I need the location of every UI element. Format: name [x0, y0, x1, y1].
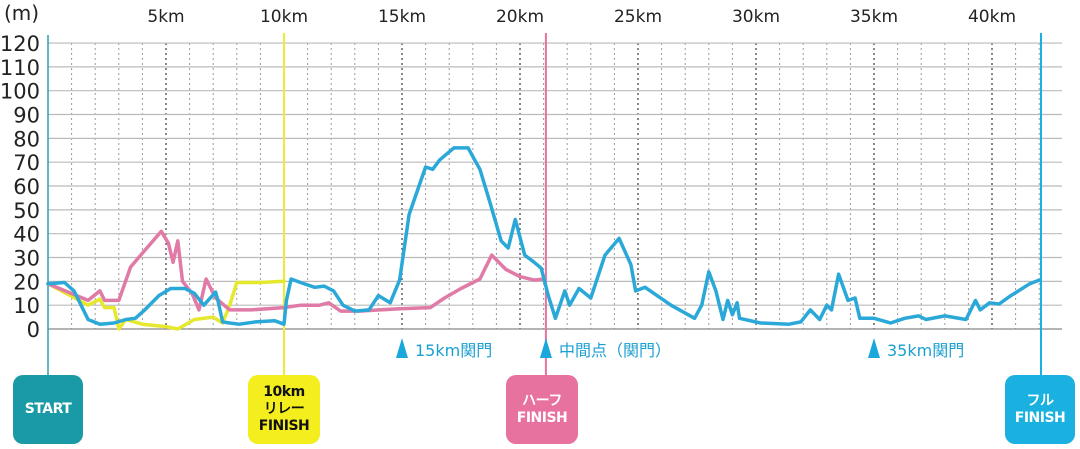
y-tick-label: 50	[13, 199, 40, 223]
marker-label: FINISH	[516, 409, 568, 426]
y-tick-label: 60	[13, 175, 40, 199]
x-tick-label: 10km	[260, 7, 308, 27]
x-tick-label: 35km	[850, 7, 898, 27]
y-tick-label: 20	[13, 270, 40, 294]
y-tick-label: 40	[13, 223, 40, 247]
finish-marker-box: 10km リレー FINISH	[248, 375, 320, 444]
marker-label: FINISH	[1014, 409, 1066, 426]
marker-label: リレー	[263, 401, 305, 417]
y-tick-label: 0	[27, 318, 40, 342]
x-tick-label: 20km	[496, 7, 544, 27]
marker-label: START	[24, 401, 72, 417]
y-tick-label: 120	[0, 32, 40, 56]
x-tick-label: 40km	[968, 7, 1016, 27]
series-line-10kmリレー	[46, 279, 286, 331]
marker-label: 10km	[263, 384, 305, 400]
series-line-ハーフ	[46, 229, 546, 313]
finish-marker-box: START	[13, 375, 83, 444]
checkpoint-triangle-icon	[868, 338, 880, 358]
checkpoint-label: 15km関門	[415, 341, 492, 360]
y-tick-label: 100	[0, 80, 40, 104]
y-tick-label: 90	[13, 104, 40, 128]
x-tick-label: 30km	[732, 7, 780, 27]
finish-marker-box: フル FINISH	[1005, 375, 1075, 444]
series-line-フル	[46, 146, 1041, 326]
x-tick-label: 5km	[147, 7, 184, 27]
y-tick-label: 70	[13, 151, 40, 175]
y-tick-label: 80	[13, 127, 40, 151]
marker-label: ハーフ	[522, 392, 562, 409]
y-tick-label: 30	[13, 247, 40, 271]
marker-label: FINISH	[258, 418, 310, 434]
marker-label: フル	[1026, 392, 1055, 409]
y-tick-label: 10	[13, 294, 40, 318]
x-tick-label: 25km	[614, 7, 662, 27]
finish-marker-box: ハーフ FINISH	[506, 375, 578, 444]
checkpoint-triangle-icon	[396, 338, 408, 358]
y-axis-label: (m)	[4, 1, 39, 25]
checkpoint-label: 中間点（関門）	[559, 341, 671, 360]
checkpoint-triangle-icon	[539, 338, 552, 358]
y-tick-label: 110	[0, 56, 40, 80]
x-tick-label: 15km	[378, 7, 426, 27]
checkpoint-label: 35km関門	[887, 341, 964, 360]
